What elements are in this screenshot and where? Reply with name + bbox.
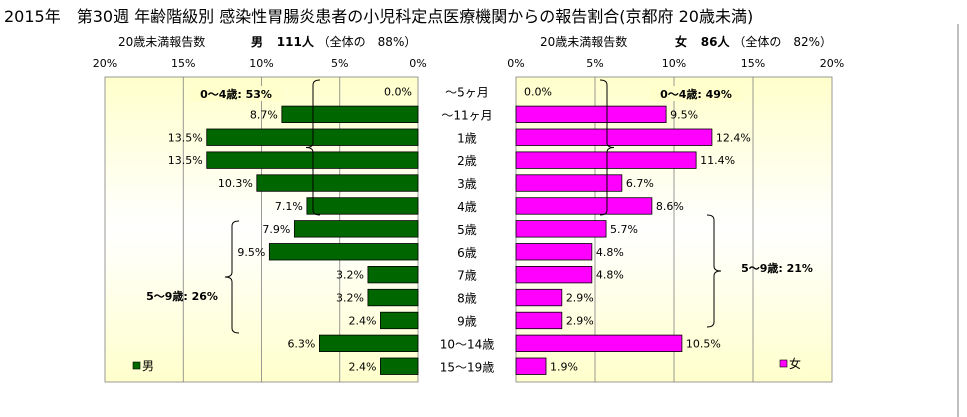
female-legend-swatch [779,359,788,368]
male-data-label: 13.5% [168,154,203,167]
female-count: 86人 [700,35,730,49]
female-0-4-annotation: 0～4歳: 49% [660,87,732,101]
female-x-tick-label: 20% [820,57,844,70]
female-data-label: 10.5% [686,337,721,350]
female-data-label: 6.7% [626,177,654,190]
male-x-tick-label: 20% [93,57,117,70]
female-sex-label: 女 [674,35,687,49]
male-data-label: 13.5% [168,131,203,144]
female-x-tick-label: 0% [507,57,524,70]
male-bar [319,334,419,353]
male-data-label: 2.4% [348,314,376,327]
age-category-label: 10～14歳 [440,337,495,351]
male-data-label: 7.1% [275,200,303,213]
male-0-4-brace [305,79,321,216]
male-bar [256,174,419,192]
male-bar [293,220,419,238]
male-data-label: 3.2% [336,292,364,305]
male-legend-swatch [132,361,141,370]
female-5-9-annotation: 5～9歳: 21% [741,261,813,275]
male-bar [268,243,419,261]
female-bar [515,174,623,192]
female-data-label: 2.9% [566,292,594,305]
age-category-label: 7歳 [457,269,477,283]
female-data-label: 12.4% [716,131,751,144]
female-bar [515,334,683,353]
female-5-9-brace [706,214,722,328]
female-share: （全体の 82%） [733,35,832,49]
female-header: 20歳未満報告数 女 86人 （全体の 82%） [540,33,832,50]
male-bar [380,311,419,330]
male-share: （全体の 88%） [317,35,417,49]
male-5-9-brace [224,220,240,334]
female-data-label: 8.6% [656,200,684,213]
age-category-label: 2歳 [457,154,477,168]
female-data-label: 0.0% [524,85,552,98]
age-category-label: ～11ヶ月 [441,108,492,122]
female-bar [515,288,563,307]
female-bar [515,128,713,146]
female-data-label: 4.8% [596,246,624,259]
female-bar [515,243,593,261]
male-bar [206,151,419,169]
male-data-label: 8.7% [250,108,278,121]
female-data-label: 2.9% [566,314,594,327]
age-category-label: 6歳 [457,246,477,260]
male-under20-label: 20歳未満報告数 [118,35,206,49]
male-data-label: 6.3% [287,337,315,350]
female-under20-label: 20歳未満報告数 [540,35,628,49]
male-data-label: 2.4% [348,360,376,373]
male-bar [380,357,419,375]
age-category-label: 15～19歳 [440,360,495,374]
female-bar [515,197,653,215]
female-data-label: 1.9% [550,360,578,373]
age-category-label: 8歳 [457,292,477,306]
female-bar [515,220,607,238]
female-0-4-brace [599,79,615,216]
age-category-label: ～5ヶ月 [445,85,489,99]
male-x-tick-label: 10% [249,57,273,70]
female-0-4-annotation-bg [650,86,742,101]
female-legend-label: 女 [789,356,801,371]
age-category-label: 3歳 [457,177,477,191]
male-legend-label: 男 [142,359,154,373]
male-x-tick-label: 15% [171,57,195,70]
male-count: 111人 [276,35,314,49]
female-x-tick-label: 10% [662,57,686,70]
male-data-label: 7.9% [262,223,290,236]
female-bar [515,151,697,169]
male-bar [367,265,419,284]
male-x-tick-label: 5% [331,57,348,70]
female-data-label: 9.5% [670,108,698,121]
male-header: 20歳未満報告数 男 111人 （全体の 88%） [118,33,416,50]
male-bar [367,288,419,307]
female-x-tick-label: 15% [741,57,765,70]
female-bar [515,265,593,284]
male-0-4-annotation-bg [190,86,282,101]
male-sex-label: 男 [250,35,263,49]
male-0-4-annotation: 0～4歳: 53% [200,87,272,101]
male-data-label: 10.3% [218,177,253,190]
female-data-label: 4.8% [596,269,624,282]
female-bar [515,105,667,123]
female-data-label: 11.4% [700,154,735,167]
male-bar [306,197,419,215]
female-bar [515,357,547,375]
age-category-label: 4歳 [457,200,477,214]
male-data-label: 9.5% [237,246,265,259]
male-x-tick-label: 0% [409,57,426,70]
male-data-label: 0.0% [384,85,412,98]
chart-title: 2015年 第30週 年齢階級別 感染性胃腸炎患者の小児科定点医療機関からの報告… [4,7,754,26]
age-category-label: 9歳 [457,314,477,328]
male-bar [281,105,419,123]
female-data-label: 5.7% [610,223,638,236]
male-bar [206,128,419,146]
male-data-label: 3.2% [336,269,364,282]
age-category-label: 1歳 [457,131,477,145]
age-category-label: 5歳 [457,223,477,237]
male-5-9-annotation: 5～9歳: 26% [146,289,218,303]
female-x-tick-label: 5% [586,57,603,70]
female-bar [515,311,563,330]
